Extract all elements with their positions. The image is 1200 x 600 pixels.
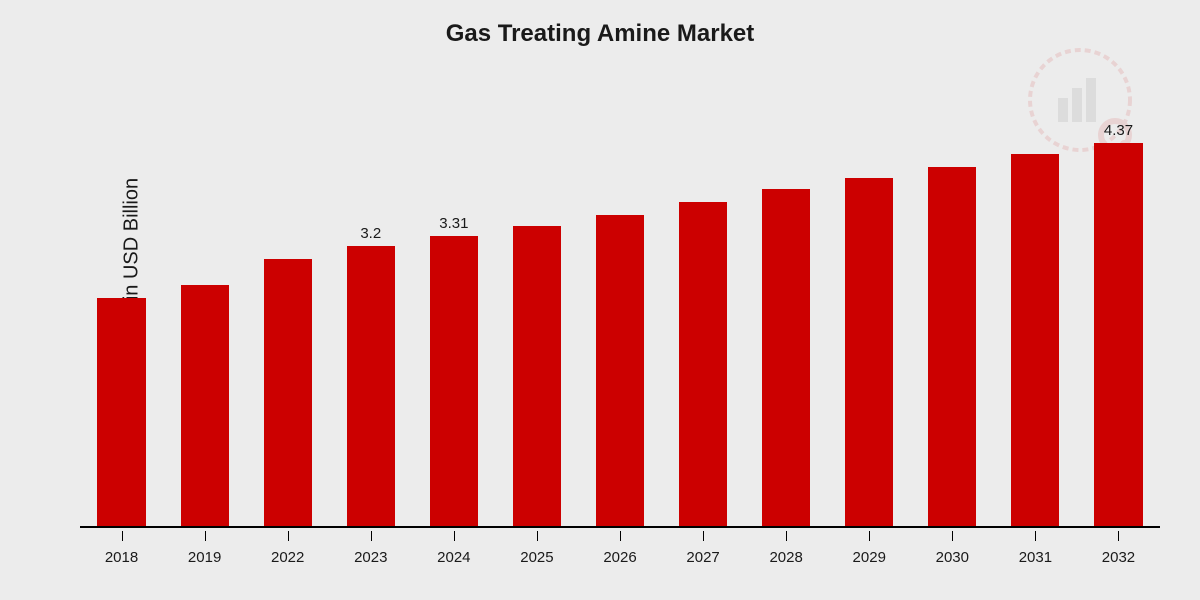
- x-tick-label: 2030: [911, 549, 994, 566]
- bar: [1011, 154, 1059, 526]
- bar-wrap: [578, 88, 661, 526]
- bar: [679, 202, 727, 526]
- bar: [845, 178, 893, 526]
- x-tick-label: 2029: [828, 549, 911, 566]
- bar: [347, 246, 395, 526]
- bar-wrap: 3.31: [412, 88, 495, 526]
- bar: [181, 285, 229, 526]
- bar-wrap: [828, 88, 911, 526]
- x-tick-label: 2025: [495, 549, 578, 566]
- bar-wrap: [163, 88, 246, 526]
- bar-value-label: 3.31: [439, 215, 468, 232]
- bars-container: 3.2 3.31 4.37: [80, 88, 1160, 528]
- x-axis: 2018201920222023202420252026202720282029…: [80, 549, 1160, 566]
- bar: [97, 298, 145, 526]
- x-tick-label: 2019: [163, 549, 246, 566]
- x-tick-label: 2026: [578, 549, 661, 566]
- bar: [596, 215, 644, 526]
- x-tick-label: 2024: [412, 549, 495, 566]
- bar-wrap: [495, 88, 578, 526]
- x-tick-label: 2023: [329, 549, 412, 566]
- bar-wrap: [994, 88, 1077, 526]
- bar-wrap: 3.2: [329, 88, 412, 526]
- bar-value-label: 4.37: [1104, 122, 1133, 139]
- bar: [264, 259, 312, 526]
- bar: [513, 226, 561, 526]
- bar-wrap: [745, 88, 828, 526]
- bar-wrap: [662, 88, 745, 526]
- bar-wrap: [911, 88, 994, 526]
- x-tick-label: 2031: [994, 549, 1077, 566]
- bar-wrap: [246, 88, 329, 526]
- bar-wrap: 4.37: [1077, 88, 1160, 526]
- x-tick-label: 2022: [246, 549, 329, 566]
- x-tick-label: 2028: [745, 549, 828, 566]
- chart-title: Gas Treating Amine Market: [0, 20, 1200, 48]
- plot-area: 3.23.314.37 2018201920222023202420252026…: [80, 90, 1160, 530]
- bar: [762, 189, 810, 526]
- x-tick-label: 2027: [662, 549, 745, 566]
- bar-wrap: [80, 88, 163, 526]
- bar: [928, 167, 976, 526]
- bar: [430, 236, 478, 526]
- bar: [1094, 143, 1142, 526]
- x-tick-label: 2018: [80, 549, 163, 566]
- x-tick-label: 2032: [1077, 549, 1160, 566]
- bar-value-label: 3.2: [360, 225, 381, 242]
